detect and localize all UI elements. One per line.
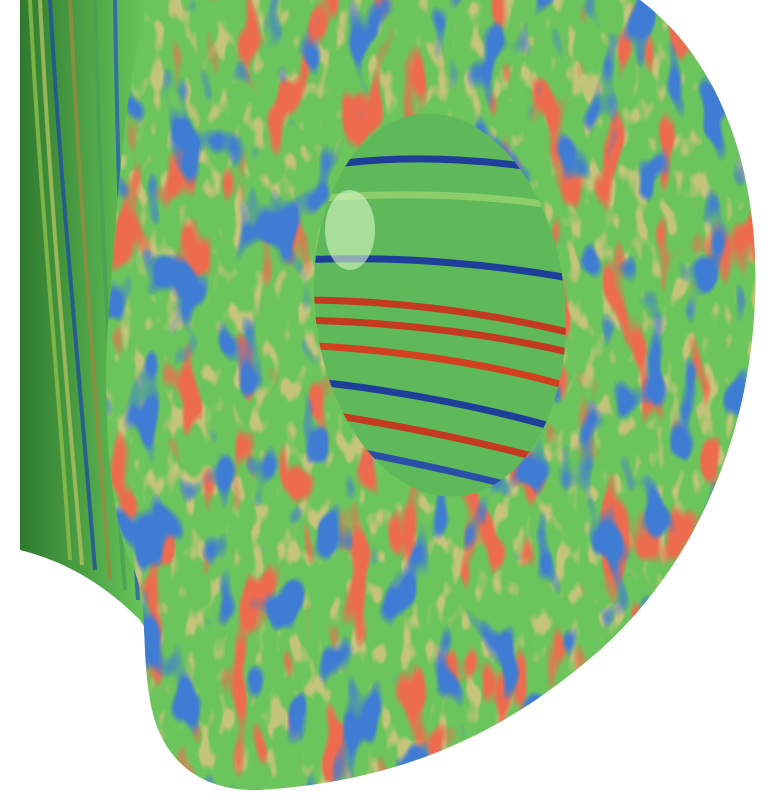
render: [0, 0, 776, 803]
page: [0, 0, 776, 803]
